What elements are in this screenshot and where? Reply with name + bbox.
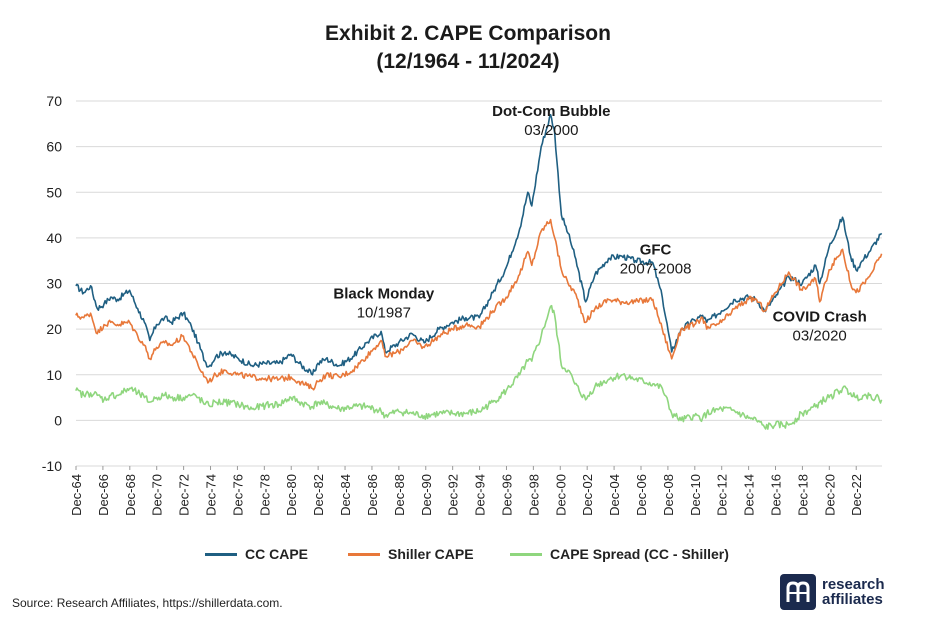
legend-item-shiller-cape: Shiller CAPE (348, 546, 474, 562)
legend-swatch-cc-cape (205, 552, 237, 556)
series-line-shiller-cape (75, 218, 883, 391)
series-line-cape-spread-cc-shiller- (75, 304, 883, 430)
y-tick-label: 50 (46, 184, 62, 200)
x-tick-label: Dec-94 (473, 474, 488, 516)
research-affiliates-logo: research affiliates (780, 574, 885, 610)
legend-label-shiller-cape: Shiller CAPE (388, 546, 474, 562)
annotation-title: Black Monday (333, 286, 435, 303)
x-tick-label: Dec-12 (715, 474, 730, 516)
chart-title: Exhibit 2. CAPE Comparison (325, 22, 611, 45)
x-tick-label: Dec-98 (526, 474, 541, 516)
x-tick-label: Dec-06 (634, 474, 649, 516)
x-tick-label: Dec-82 (311, 474, 326, 516)
x-tick-label: Dec-20 (822, 474, 837, 516)
annotation-date: 03/2020 (793, 327, 847, 344)
x-tick-label: Dec-66 (96, 474, 111, 516)
x-tick-label: Dec-72 (177, 474, 192, 516)
annotation-date: 2007-2008 (620, 260, 692, 277)
x-tick-label: Dec-84 (338, 474, 353, 516)
x-tick-label: Dec-02 (580, 474, 595, 516)
legend-label-cc-cape: CC CAPE (245, 546, 309, 562)
logo-text-line1: research (822, 576, 885, 593)
logo-mark-icon (780, 574, 816, 610)
legend-swatch-cape-spread (510, 552, 542, 556)
y-tick-label: 70 (46, 93, 62, 109)
chart-legend: CC CAPE Shiller CAPE CAPE Spread (CC - S… (0, 546, 936, 572)
x-tick-label: Dec-88 (392, 474, 407, 516)
x-tick-label: Dec-14 (742, 474, 757, 516)
annotation-title: COVID Crash (773, 308, 867, 325)
legend-swatch-shiller-cape (348, 552, 380, 556)
x-tick-label: Dec-78 (257, 474, 272, 516)
y-tick-label: 10 (46, 367, 62, 383)
x-tick-label: Dec-04 (607, 474, 622, 516)
x-tick-label: Dec-64 (69, 474, 84, 516)
y-tick-label: 40 (46, 230, 62, 246)
source-note: Source: Research Affiliates, https://shi… (12, 596, 283, 610)
x-tick-label: Dec-10 (688, 474, 703, 516)
y-tick-label: 60 (46, 139, 62, 155)
x-tick-label: Dec-70 (150, 474, 165, 516)
legend-label-cape-spread: CAPE Spread (CC - Shiller) (550, 546, 729, 562)
y-tick-label: 30 (46, 276, 62, 292)
x-tick-label: Dec-80 (284, 474, 299, 516)
x-tick-label: Dec-90 (419, 474, 434, 516)
x-tick-label: Dec-68 (123, 474, 138, 516)
x-tick-label: Dec-86 (365, 474, 380, 516)
annotation-date: 10/1987 (357, 305, 411, 322)
x-tick-label: Dec-16 (769, 474, 784, 516)
legend-item-cc-cape: CC CAPE (205, 546, 308, 562)
y-tick-label: 20 (46, 321, 62, 337)
x-tick-label: Dec-74 (204, 474, 219, 516)
x-tick-label: Dec-96 (499, 474, 514, 516)
y-tick-label: 0 (54, 412, 62, 428)
chart-subtitle: (12/1964 - 11/2024) (376, 50, 560, 73)
x-tick-label: Dec-76 (230, 474, 245, 516)
annotation-title: GFC (640, 241, 672, 258)
x-tick-label: Dec-92 (446, 474, 461, 516)
annotation-date: 03/2000 (524, 122, 578, 139)
legend-item-cape-spread: CAPE Spread (CC - Shiller) (510, 546, 729, 562)
logo-text-line2: affiliates (822, 591, 883, 608)
x-tick-label: Dec-18 (795, 474, 810, 516)
series-line-cc-cape (75, 113, 883, 376)
y-tick-label: -10 (42, 458, 62, 474)
x-tick-label: Dec-00 (553, 474, 568, 516)
x-tick-label: Dec-22 (849, 474, 864, 516)
x-tick-label: Dec-08 (661, 474, 676, 516)
annotation-title: Dot-Com Bubble (492, 103, 610, 120)
cape-line-chart: -10 0 10 20 30 40 50 60 70 Dec-64 Dec-66 Dec-68 Dec-… (42, 93, 883, 516)
